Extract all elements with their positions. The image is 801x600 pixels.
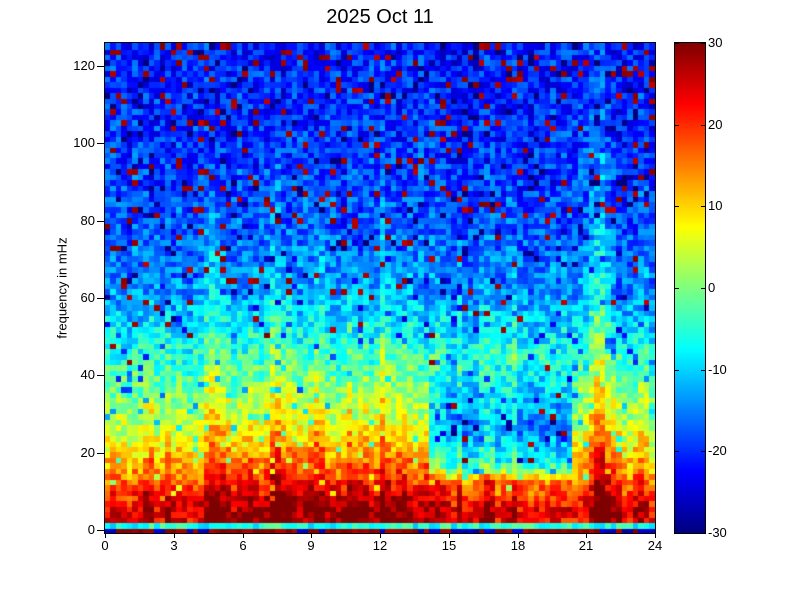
colorbar-tick-label: -30 — [708, 525, 727, 540]
colorbar-tick-mark — [675, 206, 679, 207]
y-tick-label: 80 — [80, 213, 95, 228]
colorbar-tick-label: -10 — [708, 362, 727, 377]
y-tick-mark — [97, 143, 104, 144]
colorbar-tick-mark — [701, 451, 705, 452]
colorbar-tick-label: 20 — [708, 117, 723, 132]
x-tick-label: 15 — [441, 538, 457, 553]
x-tick-label: 3 — [170, 538, 178, 553]
colorbar-tick-mark — [675, 451, 679, 452]
y-tick-mark — [97, 375, 104, 376]
y-tick-label: 100 — [73, 135, 95, 150]
colorbar-tick-mark — [701, 288, 705, 289]
x-tick-mark — [243, 534, 244, 538]
y-tick-mark — [97, 298, 104, 299]
y-axis-label: frequency in mHz — [54, 237, 70, 339]
x-tick-label: 24 — [647, 538, 663, 553]
colorbar-gradient — [674, 42, 706, 534]
colorbar-tick-mark — [701, 125, 705, 126]
colorbar-tick-mark — [675, 43, 679, 44]
y-tick-label: 40 — [80, 367, 95, 382]
colorbar-tick-mark — [701, 43, 705, 44]
x-tick-mark — [380, 534, 381, 538]
x-tick-label: 9 — [307, 538, 315, 553]
x-tick-mark — [518, 534, 519, 538]
x-tick-mark — [174, 534, 175, 538]
y-tick-label: 120 — [73, 58, 95, 73]
spectrogram-heatmap — [104, 42, 656, 534]
x-tick-mark — [586, 534, 587, 538]
y-tick-label: 0 — [87, 522, 95, 537]
x-tick-label: 0 — [101, 538, 109, 553]
colorbar-tick-mark — [675, 125, 679, 126]
x-tick-label: 12 — [372, 538, 388, 553]
x-tick-label: 21 — [578, 538, 594, 553]
colorbar-tick-mark — [701, 370, 705, 371]
colorbar-tick-label: 30 — [708, 35, 723, 50]
colorbar-tick-mark — [701, 533, 705, 534]
y-tick-mark — [97, 530, 104, 531]
colorbar-tick-mark — [675, 370, 679, 371]
y-tick-label: 60 — [80, 290, 95, 305]
colorbar-tick-mark — [675, 288, 679, 289]
y-tick-label: 20 — [80, 445, 95, 460]
y-tick-mark — [97, 66, 104, 67]
y-tick-mark — [97, 221, 104, 222]
colorbar-tick-mark — [675, 533, 679, 534]
colorbar-tick-label: 0 — [708, 280, 716, 295]
x-tick-label: 18 — [510, 538, 526, 553]
x-tick-mark — [449, 534, 450, 538]
x-tick-label: 6 — [239, 538, 247, 553]
y-tick-mark — [97, 453, 104, 454]
x-tick-mark — [105, 534, 106, 538]
colorbar-tick-mark — [701, 206, 705, 207]
colorbar-tick-label: -20 — [708, 443, 727, 458]
chart-title: 2025 Oct 11 — [326, 6, 434, 28]
colorbar-tick-label: 10 — [708, 198, 723, 213]
x-tick-mark — [655, 534, 656, 538]
x-tick-mark — [311, 534, 312, 538]
